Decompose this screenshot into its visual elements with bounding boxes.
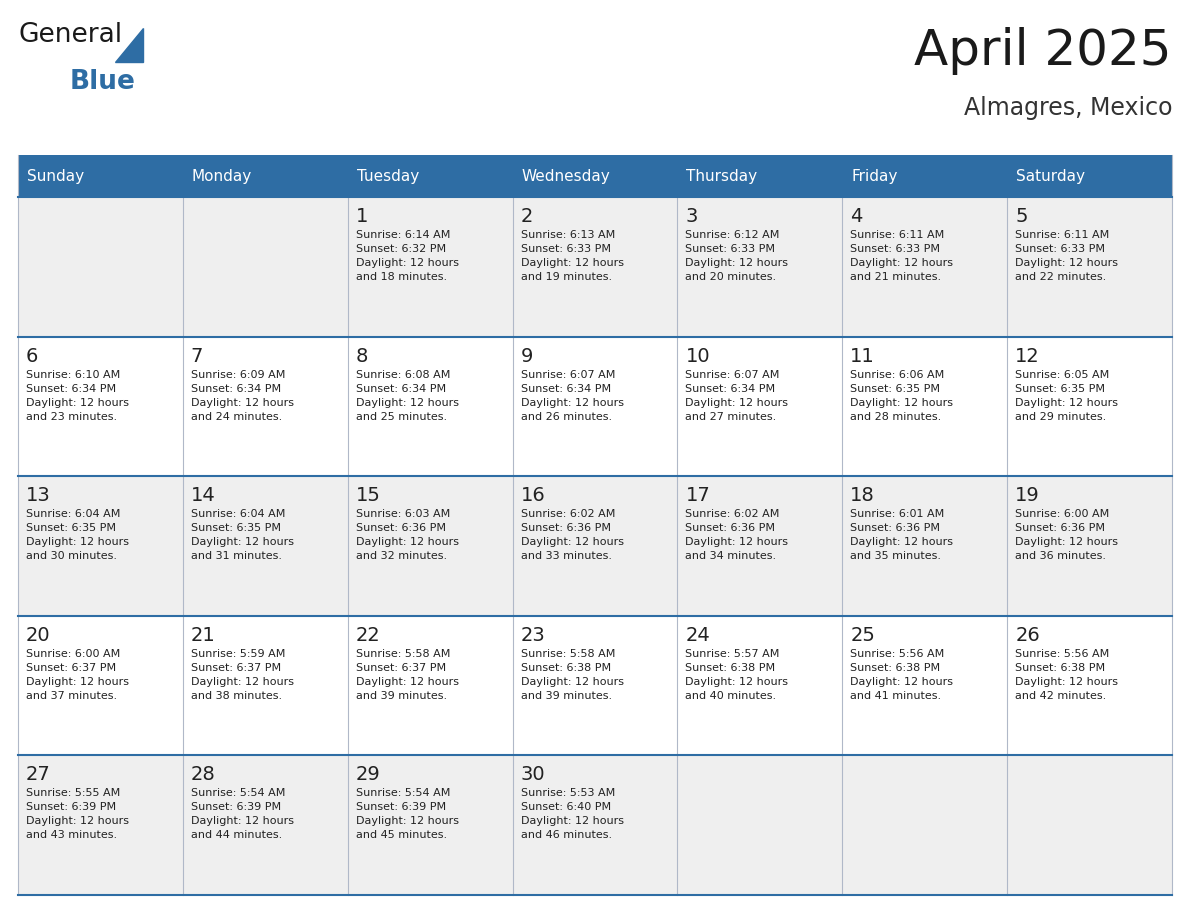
Text: General: General [18,22,122,48]
Text: 2: 2 [520,207,533,226]
Text: Tuesday: Tuesday [356,169,419,184]
Text: Sunrise: 6:00 AM
Sunset: 6:36 PM
Daylight: 12 hours
and 36 minutes.: Sunrise: 6:00 AM Sunset: 6:36 PM Dayligh… [1015,509,1118,561]
Text: Sunrise: 6:11 AM
Sunset: 6:33 PM
Daylight: 12 hours
and 22 minutes.: Sunrise: 6:11 AM Sunset: 6:33 PM Dayligh… [1015,230,1118,282]
Bar [18,756,1173,895]
Bar [18,155,1173,197]
Text: Sunrise: 5:54 AM
Sunset: 6:39 PM
Daylight: 12 hours
and 44 minutes.: Sunrise: 5:54 AM Sunset: 6:39 PM Dayligh… [191,789,293,840]
Text: 20: 20 [26,626,51,644]
Text: Sunrise: 5:54 AM
Sunset: 6:39 PM
Daylight: 12 hours
and 45 minutes.: Sunrise: 5:54 AM Sunset: 6:39 PM Dayligh… [355,789,459,840]
Text: Sunrise: 6:04 AM
Sunset: 6:35 PM
Daylight: 12 hours
and 30 minutes.: Sunrise: 6:04 AM Sunset: 6:35 PM Dayligh… [26,509,129,561]
Text: 15: 15 [355,487,380,505]
Bar [18,337,1173,476]
Text: 24: 24 [685,626,710,644]
Text: 9: 9 [520,347,533,365]
Text: 1: 1 [355,207,368,226]
Text: 21: 21 [191,626,215,644]
Text: Sunrise: 6:04 AM
Sunset: 6:35 PM
Daylight: 12 hours
and 31 minutes.: Sunrise: 6:04 AM Sunset: 6:35 PM Dayligh… [191,509,293,561]
Text: Sunrise: 6:01 AM
Sunset: 6:36 PM
Daylight: 12 hours
and 35 minutes.: Sunrise: 6:01 AM Sunset: 6:36 PM Dayligh… [851,509,953,561]
Text: Sunrise: 5:58 AM
Sunset: 6:37 PM
Daylight: 12 hours
and 39 minutes.: Sunrise: 5:58 AM Sunset: 6:37 PM Dayligh… [355,649,459,700]
Text: Sunrise: 6:07 AM
Sunset: 6:34 PM
Daylight: 12 hours
and 26 minutes.: Sunrise: 6:07 AM Sunset: 6:34 PM Dayligh… [520,370,624,421]
Text: 13: 13 [26,487,51,505]
Text: April 2025: April 2025 [915,27,1173,75]
Text: 3: 3 [685,207,697,226]
Text: Sunrise: 6:02 AM
Sunset: 6:36 PM
Daylight: 12 hours
and 33 minutes.: Sunrise: 6:02 AM Sunset: 6:36 PM Dayligh… [520,509,624,561]
Text: Sunrise: 6:09 AM
Sunset: 6:34 PM
Daylight: 12 hours
and 24 minutes.: Sunrise: 6:09 AM Sunset: 6:34 PM Dayligh… [191,370,293,421]
Text: Sunrise: 6:14 AM
Sunset: 6:32 PM
Daylight: 12 hours
and 18 minutes.: Sunrise: 6:14 AM Sunset: 6:32 PM Dayligh… [355,230,459,282]
Text: 14: 14 [191,487,215,505]
Text: 7: 7 [191,347,203,365]
Text: Saturday: Saturday [1016,169,1085,184]
Text: Friday: Friday [852,169,898,184]
Text: Sunrise: 5:53 AM
Sunset: 6:40 PM
Daylight: 12 hours
and 46 minutes.: Sunrise: 5:53 AM Sunset: 6:40 PM Dayligh… [520,789,624,840]
Text: Sunrise: 6:11 AM
Sunset: 6:33 PM
Daylight: 12 hours
and 21 minutes.: Sunrise: 6:11 AM Sunset: 6:33 PM Dayligh… [851,230,953,282]
Text: 29: 29 [355,766,380,784]
Text: Sunrise: 5:57 AM
Sunset: 6:38 PM
Daylight: 12 hours
and 40 minutes.: Sunrise: 5:57 AM Sunset: 6:38 PM Dayligh… [685,649,789,700]
Text: Sunrise: 5:58 AM
Sunset: 6:38 PM
Daylight: 12 hours
and 39 minutes.: Sunrise: 5:58 AM Sunset: 6:38 PM Dayligh… [520,649,624,700]
Polygon shape [115,28,143,62]
Bar [18,197,1173,337]
Text: 11: 11 [851,347,876,365]
Text: Sunrise: 5:59 AM
Sunset: 6:37 PM
Daylight: 12 hours
and 38 minutes.: Sunrise: 5:59 AM Sunset: 6:37 PM Dayligh… [191,649,293,700]
Text: Sunrise: 6:12 AM
Sunset: 6:33 PM
Daylight: 12 hours
and 20 minutes.: Sunrise: 6:12 AM Sunset: 6:33 PM Dayligh… [685,230,789,282]
Text: Sunrise: 6:13 AM
Sunset: 6:33 PM
Daylight: 12 hours
and 19 minutes.: Sunrise: 6:13 AM Sunset: 6:33 PM Dayligh… [520,230,624,282]
Text: Sunrise: 6:10 AM
Sunset: 6:34 PM
Daylight: 12 hours
and 23 minutes.: Sunrise: 6:10 AM Sunset: 6:34 PM Dayligh… [26,370,129,421]
Text: Almagres, Mexico: Almagres, Mexico [963,96,1173,120]
Text: Sunrise: 6:07 AM
Sunset: 6:34 PM
Daylight: 12 hours
and 27 minutes.: Sunrise: 6:07 AM Sunset: 6:34 PM Dayligh… [685,370,789,421]
Text: 5: 5 [1015,207,1028,226]
Text: Sunrise: 6:05 AM
Sunset: 6:35 PM
Daylight: 12 hours
and 29 minutes.: Sunrise: 6:05 AM Sunset: 6:35 PM Dayligh… [1015,370,1118,421]
Text: 27: 27 [26,766,51,784]
Text: Thursday: Thursday [687,169,758,184]
Text: Sunday: Sunday [27,169,84,184]
Text: Sunrise: 5:55 AM
Sunset: 6:39 PM
Daylight: 12 hours
and 43 minutes.: Sunrise: 5:55 AM Sunset: 6:39 PM Dayligh… [26,789,129,840]
Text: Sunrise: 6:08 AM
Sunset: 6:34 PM
Daylight: 12 hours
and 25 minutes.: Sunrise: 6:08 AM Sunset: 6:34 PM Dayligh… [355,370,459,421]
Text: 28: 28 [191,766,215,784]
Text: 18: 18 [851,487,876,505]
Text: 8: 8 [355,347,368,365]
Text: 6: 6 [26,347,38,365]
Text: 30: 30 [520,766,545,784]
Text: Sunrise: 6:03 AM
Sunset: 6:36 PM
Daylight: 12 hours
and 32 minutes.: Sunrise: 6:03 AM Sunset: 6:36 PM Dayligh… [355,509,459,561]
Bar [18,476,1173,616]
Text: 25: 25 [851,626,876,644]
Text: 26: 26 [1015,626,1040,644]
Text: Sunrise: 6:02 AM
Sunset: 6:36 PM
Daylight: 12 hours
and 34 minutes.: Sunrise: 6:02 AM Sunset: 6:36 PM Dayligh… [685,509,789,561]
Text: Sunrise: 6:06 AM
Sunset: 6:35 PM
Daylight: 12 hours
and 28 minutes.: Sunrise: 6:06 AM Sunset: 6:35 PM Dayligh… [851,370,953,421]
Text: Sunrise: 5:56 AM
Sunset: 6:38 PM
Daylight: 12 hours
and 42 minutes.: Sunrise: 5:56 AM Sunset: 6:38 PM Dayligh… [1015,649,1118,700]
Text: Wednesday: Wednesday [522,169,611,184]
Text: 22: 22 [355,626,380,644]
Text: 23: 23 [520,626,545,644]
Text: 19: 19 [1015,487,1040,505]
Bar [18,616,1173,756]
Text: 17: 17 [685,487,710,505]
Text: 10: 10 [685,347,710,365]
Text: Sunrise: 5:56 AM
Sunset: 6:38 PM
Daylight: 12 hours
and 41 minutes.: Sunrise: 5:56 AM Sunset: 6:38 PM Dayligh… [851,649,953,700]
Text: 12: 12 [1015,347,1040,365]
Text: Sunrise: 6:00 AM
Sunset: 6:37 PM
Daylight: 12 hours
and 37 minutes.: Sunrise: 6:00 AM Sunset: 6:37 PM Dayligh… [26,649,129,700]
Text: 4: 4 [851,207,862,226]
Text: 16: 16 [520,487,545,505]
Text: Monday: Monday [191,169,252,184]
Text: Blue: Blue [70,69,135,95]
